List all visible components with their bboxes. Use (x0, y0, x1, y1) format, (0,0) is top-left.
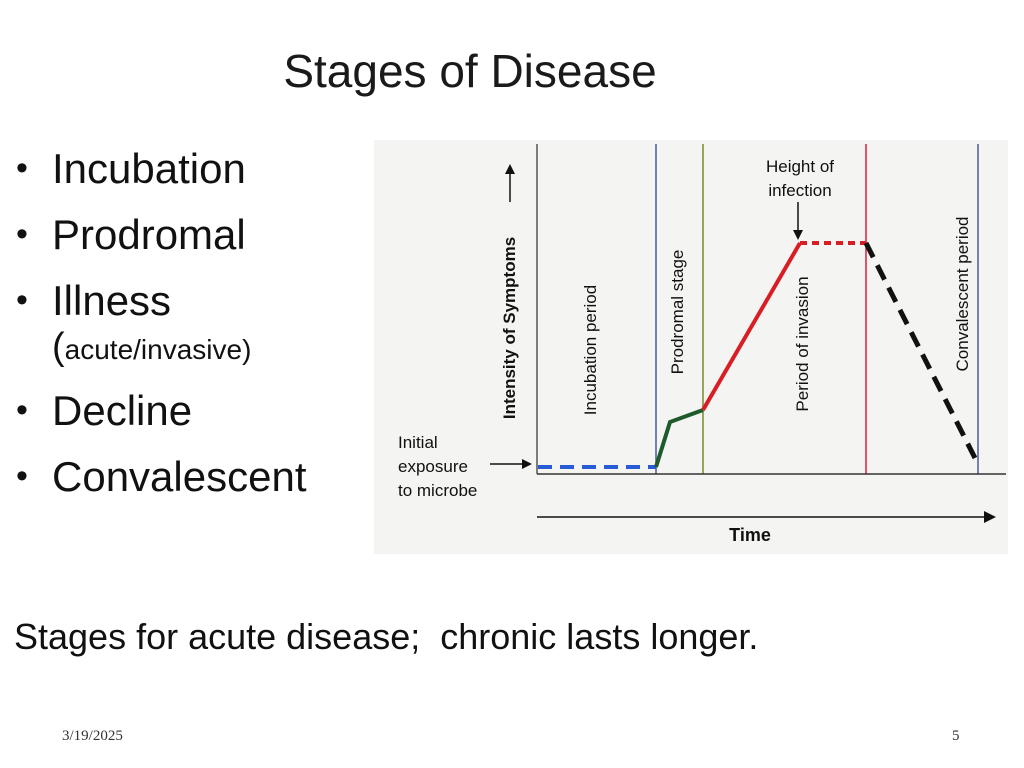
illness-sub: acute/invasive) (65, 334, 252, 365)
label-convalescent-period: Convalescent period (953, 217, 972, 372)
bullet-text: Illness (52, 277, 171, 324)
time-arrowhead (984, 511, 996, 523)
bullet-text: Incubation (52, 145, 246, 192)
page-number: 5 (952, 728, 960, 745)
bullet-convalescent: Convalescent (14, 456, 306, 498)
footer-date: 3/19/2025 (62, 728, 123, 745)
label-period-of-invasion: Period of invasion (793, 276, 812, 411)
x-axis-label: Time (729, 525, 771, 545)
label-incubation-period: Incubation period (581, 285, 600, 415)
bullet-text: Convalescent (52, 453, 306, 500)
initial-exposure-line-3: to microbe (398, 481, 477, 500)
prodromal-curve (656, 410, 703, 467)
bullet-text: Decline (52, 387, 192, 434)
paren-open: ( (52, 326, 65, 368)
invasion-curve (703, 243, 800, 410)
initial-exposure-line-1: Initial (398, 433, 438, 452)
bullet-incubation: Incubation (14, 148, 306, 190)
illness-subtext: (acute/invasive) (52, 328, 306, 366)
bullet-decline: Decline (14, 390, 306, 432)
slide-title: Stages of Disease (0, 44, 940, 98)
initial-exposure-line-2: exposure (398, 457, 468, 476)
height-of-infection-line-2: infection (768, 181, 831, 200)
disease-stages-figure: Intensity of Symptoms Incubation period … (374, 140, 1008, 554)
bullet-list: Incubation Prodromal Illness (acute/inva… (14, 148, 306, 522)
caption: Stages for acute disease; chronic lasts … (14, 616, 758, 658)
bullet-prodromal: Prodromal (14, 214, 306, 256)
y-axis-arrowhead (505, 164, 515, 174)
exposure-arrowhead (522, 459, 532, 469)
bullet-illness: Illness (acute/invasive) (14, 280, 306, 366)
y-axis-label: Intensity of Symptoms (500, 237, 519, 419)
label-prodromal-stage: Prodromal stage (668, 250, 687, 375)
height-arrowhead (793, 230, 803, 240)
bullet-text: Prodromal (52, 211, 246, 258)
height-of-infection-line-1: Height of (766, 157, 834, 176)
disease-stages-diagram: Intensity of Symptoms Incubation period … (374, 140, 1008, 554)
